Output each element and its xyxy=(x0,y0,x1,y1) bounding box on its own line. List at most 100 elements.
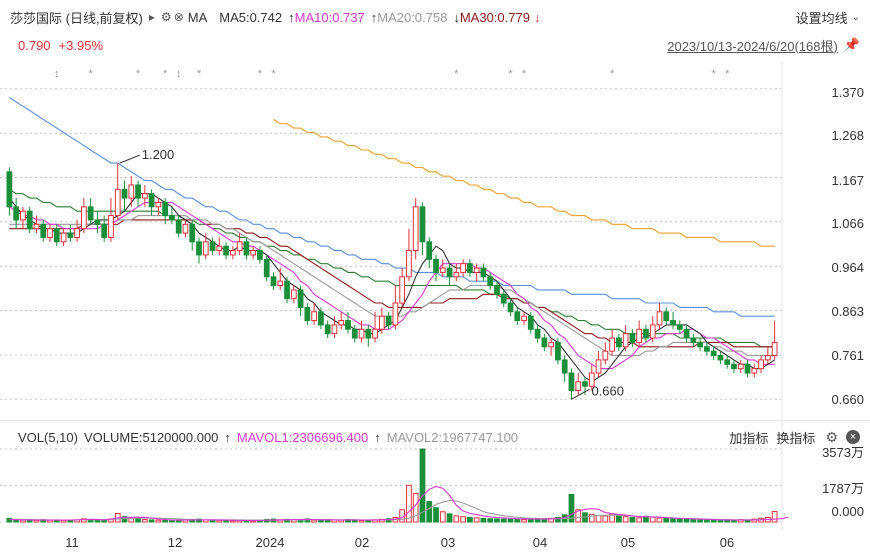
volume-bar xyxy=(494,518,500,523)
volume-bar xyxy=(527,519,534,523)
candle-body xyxy=(412,206,419,252)
gear-icon[interactable]: ⚙ xyxy=(825,428,838,445)
volume-bar xyxy=(412,492,419,523)
candle-body xyxy=(141,193,148,199)
event-marker-icon: * xyxy=(508,68,513,80)
candle-body xyxy=(419,206,426,243)
candle-body xyxy=(155,201,162,208)
volume-bar xyxy=(460,516,466,523)
add-indicator-button[interactable]: 加指标 xyxy=(729,430,769,446)
volume-bar xyxy=(704,519,710,523)
candle-body xyxy=(561,359,568,374)
pin-icon[interactable]: 📌 xyxy=(843,37,860,52)
ma120-line xyxy=(9,97,775,317)
date-tick: 03 xyxy=(440,535,456,550)
price-tick-4: 1.066 xyxy=(831,216,864,231)
volume-bar xyxy=(141,519,148,523)
volume-bar xyxy=(419,448,426,523)
candle-body xyxy=(263,258,270,278)
candle-body xyxy=(236,241,243,252)
volume-bar xyxy=(196,518,202,523)
ma20-down-arrow-icon: ↓ xyxy=(453,9,460,25)
candle-body xyxy=(426,241,433,260)
volume-bar xyxy=(568,493,575,523)
candle-body xyxy=(548,341,555,348)
volume-bar xyxy=(507,518,514,523)
candles xyxy=(6,163,778,400)
high-price-label: 1.200 xyxy=(142,147,175,162)
candle-body xyxy=(771,341,778,357)
volume-bar xyxy=(6,517,13,523)
candle-body xyxy=(365,328,372,339)
date-tick: 06 xyxy=(719,535,735,550)
volume-bar xyxy=(615,514,622,523)
gear-icon[interactable]: ⚙ xyxy=(160,10,172,24)
switch-indicator-button[interactable]: 换指标 xyxy=(776,430,816,446)
volume-bar xyxy=(751,518,758,523)
candle-body xyxy=(683,328,690,339)
candle-body xyxy=(229,250,236,256)
price-grid xyxy=(0,62,783,530)
volume-bar xyxy=(588,513,595,523)
candle-body xyxy=(108,215,114,238)
candle-body xyxy=(670,320,676,326)
candle-body xyxy=(467,263,473,273)
volume-bar xyxy=(676,518,683,523)
candle-body xyxy=(270,276,277,287)
date-tick: 04 xyxy=(532,535,548,550)
candle-body xyxy=(94,219,101,225)
candle-body xyxy=(40,223,47,238)
event-marker-icon: * xyxy=(136,68,141,80)
candle-body xyxy=(169,215,175,221)
vol-label[interactable]: VOL(5,10) xyxy=(18,429,78,445)
ma-lines xyxy=(8,97,775,383)
candle-body xyxy=(128,184,135,199)
price-tick-7: 0.761 xyxy=(831,348,864,363)
ma-settings-button[interactable]: 设置均线 xyxy=(795,10,848,26)
chevron-down-icon[interactable]: ⌄ xyxy=(851,11,860,23)
close-circle-icon[interactable]: ⊗ xyxy=(173,10,184,24)
candle-body xyxy=(114,188,121,217)
ma10-up-arrow-icon: ↑ xyxy=(370,9,378,25)
candle-body xyxy=(74,228,80,238)
candle-body xyxy=(737,363,744,370)
candle-body xyxy=(148,193,155,208)
ma250-line xyxy=(273,118,775,247)
play-triangle-icon[interactable]: ▸ xyxy=(148,10,155,24)
candle-body xyxy=(372,328,378,339)
close-icon[interactable]: × xyxy=(846,430,860,444)
event-marker-icon: * xyxy=(258,68,263,80)
candle-body xyxy=(392,302,399,326)
candle-body xyxy=(60,232,67,243)
candle-body xyxy=(731,363,737,370)
candle-body xyxy=(189,223,196,243)
candle-body xyxy=(487,276,494,287)
date-range[interactable]: 2023/10/13-2024/6/20(168根) xyxy=(667,38,838,54)
volume-bar xyxy=(500,518,507,523)
volume-bar xyxy=(690,519,697,523)
volume-bar xyxy=(94,519,101,523)
volume-bar xyxy=(710,519,717,523)
volume-bar xyxy=(53,520,60,523)
candle-body xyxy=(318,311,324,326)
candle-body xyxy=(704,346,710,352)
candle-body xyxy=(290,289,297,300)
candle-body xyxy=(588,372,595,387)
candle-body xyxy=(324,324,331,335)
price-tick-1: 1.370 xyxy=(831,85,864,100)
volume-bar xyxy=(629,517,636,523)
stock-title[interactable]: 莎莎国际 (日线,前复权) xyxy=(10,10,143,26)
ma10-line xyxy=(9,201,775,370)
volume-bar xyxy=(453,515,460,523)
ma30-line xyxy=(9,219,775,348)
candle-body xyxy=(595,359,602,374)
candle-body xyxy=(6,171,13,208)
candle-body xyxy=(26,210,33,230)
candle-body xyxy=(555,341,561,361)
candle-body xyxy=(690,337,697,343)
volume-bar xyxy=(101,519,108,523)
vol-mavol2: MAVOL2:1967747.100 xyxy=(386,429,519,445)
volume-bar xyxy=(148,519,155,523)
vol-mavol1: MAVOL1:2306696.400 xyxy=(236,429,369,445)
